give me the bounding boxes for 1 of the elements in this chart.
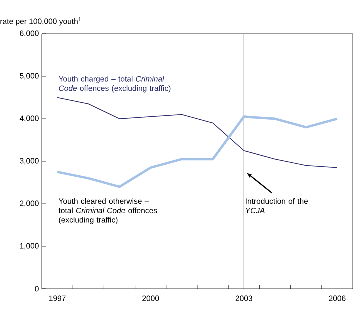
line-series bbox=[56, 116, 339, 188]
